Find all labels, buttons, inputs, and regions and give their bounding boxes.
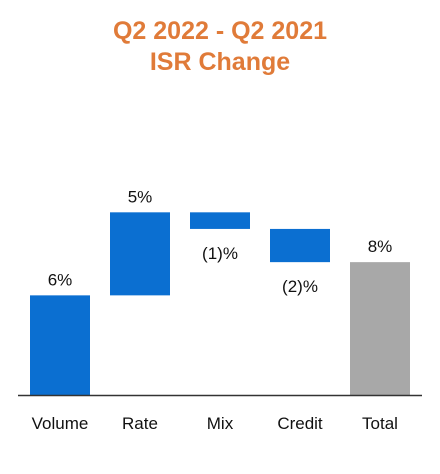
bar-volume [30, 295, 90, 395]
category-label-rate: Rate [122, 414, 158, 433]
bar-rate [110, 212, 170, 296]
data-label-total: 8% [368, 237, 393, 256]
category-label-total: Total [362, 414, 398, 433]
chart-subtitle: ISR Change [149, 48, 291, 76]
bar-mix [190, 212, 250, 229]
data-label-rate: 5% [128, 187, 153, 206]
chart-title: Q2 2022 - Q2 2021 ISR Change [0, 16, 440, 78]
data-label-credit: (2)% [282, 277, 318, 296]
bar-credit [270, 228, 330, 263]
chart-title-line1: Q2 2022 - Q2 2021 [112, 17, 328, 45]
category-label-mix: Mix [207, 414, 234, 433]
data-label-volume: 6% [48, 270, 73, 289]
bar-total [350, 262, 410, 395]
category-label-volume: Volume [32, 414, 89, 433]
category-label-credit: Credit [277, 414, 323, 433]
data-label-mix: (1)% [202, 244, 238, 263]
